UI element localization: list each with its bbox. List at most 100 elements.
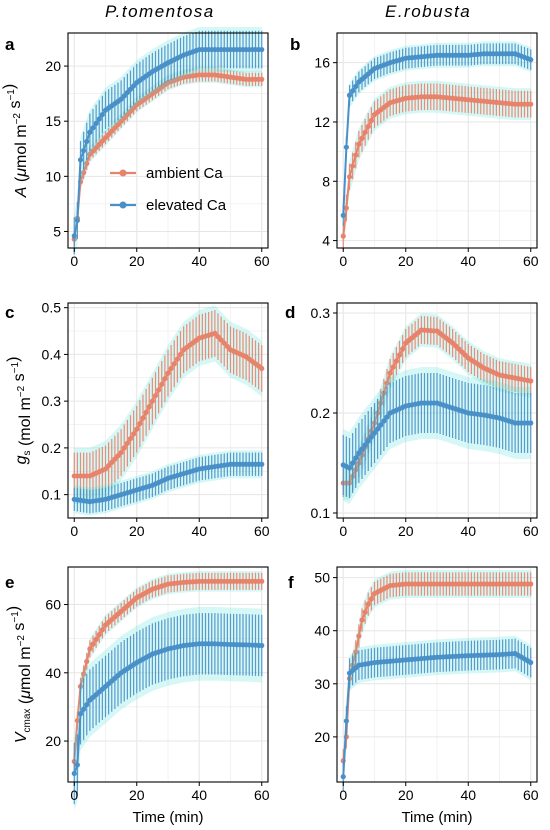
series-ambient — [340, 80, 534, 253]
series-elevated — [71, 27, 265, 259]
data-point — [177, 351, 184, 358]
data-point — [356, 141, 362, 147]
x-tick-label: 0 — [70, 523, 78, 539]
data-point — [81, 148, 87, 154]
panel-letter: a — [5, 35, 15, 54]
data-point — [362, 609, 368, 615]
x-tick-label: 20 — [398, 253, 414, 269]
data-point — [528, 659, 534, 666]
y-tick-label: 40 — [314, 623, 330, 639]
x-tick-label: 40 — [460, 523, 476, 539]
panel-e: e 0 20 40 60 20 40 60 Vcmax (μmol m−2 s−1) Time (… — [5, 566, 270, 826]
data-point — [93, 120, 99, 127]
data-point — [350, 88, 356, 94]
data-point — [400, 346, 406, 352]
panel-d: d 0 20 40 60 0.1 0.2 0.3 — [285, 302, 539, 539]
x-tick-label: 40 — [460, 787, 476, 803]
data-point — [84, 702, 90, 708]
data-point — [350, 163, 356, 169]
data-point — [171, 361, 177, 367]
data-point — [259, 461, 265, 467]
data-point — [121, 445, 127, 451]
data-point — [87, 129, 93, 135]
data-point — [74, 217, 80, 224]
panel-letter: d — [285, 303, 295, 322]
data-point — [124, 440, 130, 446]
y-tick-label: 0.3 — [42, 393, 62, 409]
data-point — [84, 658, 90, 665]
data-point — [121, 93, 127, 99]
data-point — [168, 365, 174, 372]
data-point — [121, 115, 127, 121]
data-point — [115, 121, 121, 128]
data-point — [96, 631, 102, 638]
panel-frame — [336, 302, 538, 519]
legend: ambient Ca elevated Ca — [110, 165, 227, 214]
data-point — [149, 398, 155, 404]
x-tick-label: 20 — [398, 787, 414, 803]
x-tick-label: 0 — [339, 253, 347, 269]
data-point — [93, 636, 99, 642]
panel-frame — [336, 566, 538, 783]
y-tick-label: 5 — [53, 223, 61, 239]
series-elevated — [71, 606, 265, 811]
panel-frame — [67, 566, 269, 783]
data-point — [102, 135, 109, 141]
y-tick-label: 30 — [314, 676, 330, 692]
x-tick-label: 0 — [339, 787, 347, 803]
data-point — [396, 352, 403, 358]
data-point — [375, 426, 381, 432]
data-point — [81, 671, 87, 677]
data-point — [528, 581, 534, 587]
data-point — [340, 774, 346, 780]
data-point — [343, 205, 349, 211]
data-point — [87, 646, 93, 652]
data-point — [368, 596, 374, 602]
panel-letter: e — [5, 573, 14, 592]
y-tick-label: 12 — [314, 114, 330, 130]
data-point — [84, 160, 90, 167]
series-elevated — [71, 450, 265, 516]
series-elevated — [340, 367, 534, 504]
x-tick-label: 20 — [129, 787, 145, 803]
data-point — [346, 174, 353, 180]
data-point — [353, 455, 359, 461]
panel-letter: b — [290, 35, 300, 54]
y-tick-label: 8 — [322, 173, 330, 189]
x-tick-label: 60 — [523, 253, 539, 269]
data-point — [353, 649, 359, 655]
data-point — [381, 418, 387, 424]
data-point — [259, 578, 265, 584]
y-tick-label: 4 — [322, 233, 330, 249]
data-point — [112, 456, 118, 462]
data-point — [218, 337, 224, 343]
panel-a: a 0 20 40 60 5 10 15 20 A (μmol m−2 s−1) — [1, 27, 270, 269]
data-point — [90, 641, 96, 647]
data-point — [340, 233, 346, 239]
x-tick-label: 60 — [254, 523, 270, 539]
panel-b: b 0 20 40 60 4 8 12 16 — [290, 32, 539, 269]
y-tick-label: 16 — [314, 55, 330, 71]
data-point — [362, 442, 368, 448]
data-point — [365, 438, 371, 444]
x-tick-label: 40 — [460, 253, 476, 269]
data-point — [90, 148, 96, 154]
column-title-e-robusta: E.robusta — [385, 2, 472, 21]
data-point — [359, 446, 365, 452]
x-tick-label: 0 — [339, 523, 347, 539]
data-point — [106, 463, 112, 469]
data-point — [127, 435, 134, 442]
panel-c: c 0 20 40 60 0.1 0.2 0.3 0.4 0.5 gs (mol m−2 s−1) — [5, 300, 270, 539]
data-point — [340, 212, 346, 218]
data-point — [356, 450, 362, 456]
x-tick-label: 40 — [191, 253, 207, 269]
data-point — [353, 83, 359, 89]
data-point — [343, 718, 349, 724]
data-point — [365, 123, 371, 130]
data-point — [359, 135, 365, 141]
x-tick-label: 20 — [129, 523, 145, 539]
data-point — [156, 387, 162, 393]
y-tick-label: 50 — [314, 570, 330, 586]
data-point — [84, 138, 90, 145]
y-tick-label: 60 — [45, 597, 61, 613]
